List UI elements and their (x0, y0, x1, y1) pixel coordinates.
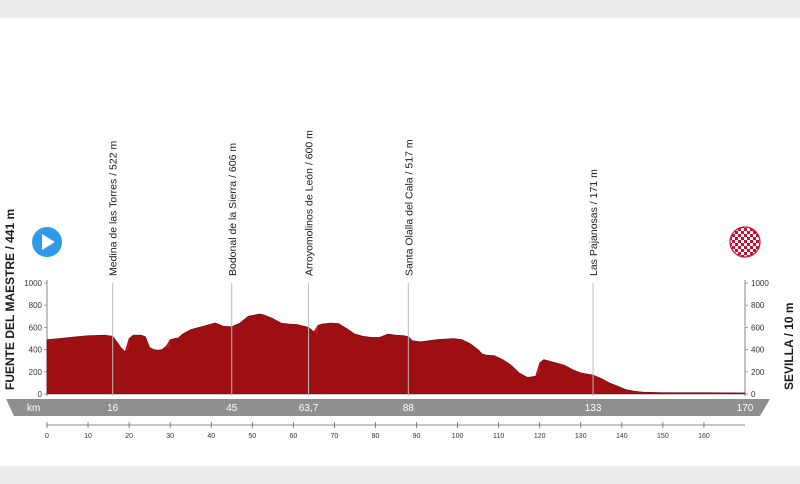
y-tick-label-left: 800 (29, 301, 43, 310)
y-tick-label-right: 0 (751, 390, 756, 399)
y-tick-label-left: 200 (29, 368, 43, 377)
start-label: FUENTE DEL MAESTRE / 441 m (3, 209, 17, 390)
scale-tick-label: 140 (616, 433, 628, 440)
y-tick-label-left: 0 (38, 390, 43, 399)
km-bar-shape (6, 399, 770, 416)
scale-tick-label: 0 (45, 433, 49, 440)
scale-tick-label: 50 (248, 433, 256, 440)
y-tick-label-right: 600 (751, 323, 765, 332)
km-bar-unit: km (27, 403, 40, 414)
scale-tick-label: 90 (413, 433, 421, 440)
waypoint-label: Medina de las Torres / 522 m (108, 141, 120, 276)
y-tick-label-left: 1000 (24, 279, 42, 288)
scale-tick-label: 70 (331, 433, 339, 440)
climb-facet (166, 339, 171, 350)
waypoint-label: Bodonal de la Sierra / 606 m (227, 143, 239, 276)
climb-facet (535, 362, 540, 377)
top-band (0, 0, 800, 18)
km-marker-label: 88 (403, 403, 415, 414)
scale-tick-label: 130 (575, 433, 587, 440)
km-marker-label: 63,7 (299, 403, 319, 414)
play-triangle (42, 234, 55, 250)
km-marker-label: 170 (737, 403, 754, 414)
elevation-area (46, 313, 746, 395)
km-marker-label: 133 (585, 403, 602, 414)
scale-tick-label: 40 (207, 433, 215, 440)
km-bar: km 16 45 63,7 88 133 170 (6, 399, 770, 416)
km-marker-label: 16 (107, 403, 119, 414)
y-ticks-left: 0 200 400 600 800 1000 (24, 279, 47, 399)
scale-tick-label: 120 (534, 433, 546, 440)
waypoint-label: Arroyomolinos de León / 600 m (304, 130, 316, 276)
scale-tick-label: 80 (372, 433, 380, 440)
waypoint-label: Las Pajanosas / 171 m (588, 169, 600, 276)
y-tick-label-right: 200 (751, 368, 765, 377)
waypoint-label: Santa Olalla del Cala / 517 m (403, 139, 415, 276)
distance-scale: 0 10 20 30 40 50 60 70 80 90 100 110 120 130 140 150 160 (45, 422, 745, 440)
km-markers: 16 45 63,7 88 133 170 (107, 403, 754, 414)
climb-facet (313, 325, 318, 336)
scale-tick-label: 160 (698, 433, 710, 440)
y-tick-label-left: 400 (29, 346, 43, 355)
y-tick-label-right: 800 (751, 301, 765, 310)
scale-tick-label: 100 (452, 433, 464, 440)
climb-highlights (125, 325, 540, 377)
start-marker: FUENTE DEL MAESTRE / 441 m (3, 209, 62, 390)
finish-ring (729, 226, 761, 258)
scale-ticks: 0 10 20 30 40 50 60 70 80 90 100 110 120 130 140 150 160 (45, 422, 710, 440)
scale-tick-label: 60 (289, 433, 297, 440)
finish-marker: SEVILLA / 10 m (729, 226, 796, 390)
y-ticks-right: 0 200 400 600 800 1000 (745, 279, 769, 399)
checkered-flag-icon (730, 227, 760, 257)
waypoints: Medina de las Torres / 522 m Bodonal de l… (108, 130, 600, 396)
finish-label: SEVILLA / 10 m (782, 302, 796, 390)
y-tick-label-right: 400 (751, 346, 765, 355)
km-marker-label: 45 (226, 403, 238, 414)
climb-facet (125, 338, 130, 352)
scale-tick-label: 20 (125, 433, 133, 440)
scale-tick-label: 110 (493, 433, 504, 440)
scale-tick-label: 10 (84, 433, 92, 440)
scale-tick-label: 150 (657, 433, 669, 440)
scale-tick-label: 30 (166, 433, 174, 440)
y-tick-label-left: 600 (29, 323, 43, 332)
y-tick-label-right: 1000 (751, 279, 769, 288)
